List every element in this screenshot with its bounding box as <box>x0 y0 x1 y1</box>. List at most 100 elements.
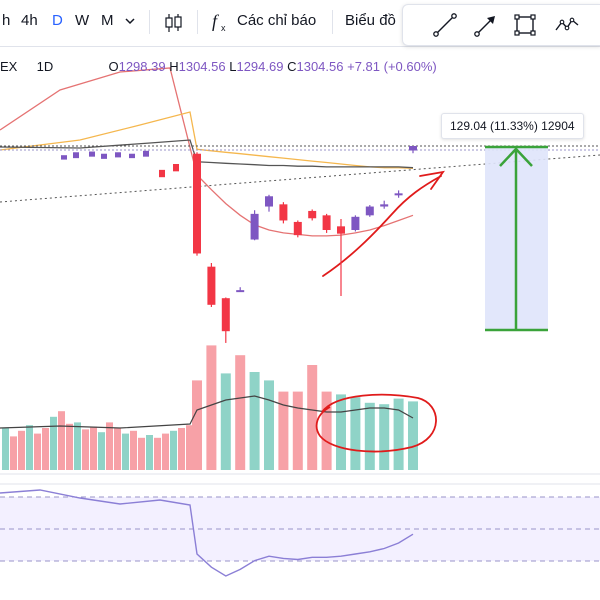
timeframe-1m[interactable]: M <box>101 12 114 29</box>
volume-bar <box>249 372 260 470</box>
candle-body <box>279 204 288 221</box>
timeframe-1w[interactable]: W <box>75 12 90 29</box>
fx-icon[interactable]: f x <box>210 10 232 38</box>
annotation-circle <box>315 393 437 453</box>
candle-context <box>129 153 135 159</box>
candle-body <box>265 196 273 207</box>
volume-bar-context <box>154 437 161 470</box>
wave-pattern-icon[interactable] <box>553 11 581 39</box>
oscillator-pane <box>0 489 600 577</box>
volume-bar <box>220 373 231 470</box>
candle-body <box>250 213 259 240</box>
svg-text:f: f <box>212 11 220 31</box>
change-value: +7.81 (+0.60%) <box>347 59 437 74</box>
close-label: C <box>287 59 297 74</box>
candle-body <box>236 290 245 293</box>
symbol-label: EX <box>0 59 18 74</box>
candle-body <box>409 145 417 151</box>
volume-bar-context <box>26 425 33 470</box>
volume-bar-context <box>162 433 169 470</box>
candle-context <box>101 153 107 159</box>
volume-bar <box>264 380 274 470</box>
interval-label: 1D <box>36 59 54 74</box>
volume-bar-context <box>170 430 177 470</box>
volume-bar-context <box>98 432 105 470</box>
toolbar-divider <box>197 10 198 34</box>
svg-text:x: x <box>221 23 226 33</box>
drawing-toolbar <box>402 4 600 46</box>
volume-bar <box>307 365 318 470</box>
indicators-button[interactable]: Các chỉ báo <box>237 12 317 29</box>
timeframe-4h[interactable]: 4h <box>21 12 38 29</box>
volume-bar-context <box>186 425 193 470</box>
candle-body <box>365 206 374 216</box>
volume-bar-context <box>2 428 9 470</box>
candle-context <box>115 152 121 158</box>
candle-body <box>337 226 345 234</box>
volume-bar-context <box>34 433 41 470</box>
rectangle-icon[interactable] <box>511 11 539 39</box>
volume-bar <box>235 355 246 470</box>
price-chart[interactable] <box>0 46 600 600</box>
annotation-arrowhead <box>419 170 445 190</box>
moving-averages <box>0 67 414 237</box>
candle-body <box>193 153 201 254</box>
high-value: 1304.56 <box>178 59 226 74</box>
volume-bar <box>278 391 289 470</box>
volume-bar <box>393 398 404 470</box>
candle-body <box>351 216 360 230</box>
volume-bar <box>192 380 202 470</box>
trend-line-icon[interactable] <box>431 11 459 39</box>
volume-bar <box>379 404 390 470</box>
volume-bar <box>364 402 375 470</box>
candle-context <box>159 169 165 178</box>
arrow-line-icon[interactable] <box>472 11 500 39</box>
volume-bar-context <box>58 411 65 470</box>
ohlc-legend: EX 1D O1298.39 H1304.56 L1294.69 C1304.5… <box>0 59 437 74</box>
volume-bar <box>321 391 332 470</box>
candle-body <box>380 204 389 207</box>
volume-bar-context <box>10 436 17 470</box>
candle-context <box>61 155 67 160</box>
volume-bar-context <box>42 428 49 470</box>
measure-arrow-head <box>499 147 533 167</box>
pane-separators <box>0 473 600 485</box>
volume-bar-context <box>178 428 185 470</box>
volume-bar <box>350 397 361 470</box>
candle-context <box>143 150 149 157</box>
volume-bar-context <box>106 422 113 470</box>
volume-bar-context <box>122 433 129 470</box>
volume-bar-context <box>146 435 153 470</box>
volume-bar <box>292 391 303 470</box>
chevron-down-icon[interactable] <box>124 14 136 31</box>
toolbar-divider <box>149 10 150 34</box>
low-label: L <box>229 59 237 74</box>
volume-bar-context <box>90 426 97 470</box>
ma-short-line <box>0 67 414 237</box>
ma-long-line <box>0 139 414 169</box>
volume-bar-context <box>74 422 81 470</box>
volume-bar-context <box>50 416 57 470</box>
low-value: 1294.69 <box>236 59 284 74</box>
candles <box>61 145 417 343</box>
candle-body <box>221 298 230 332</box>
volume-bar-context <box>82 429 89 470</box>
volume-bar-context <box>138 437 145 470</box>
candle-body <box>207 266 216 305</box>
timeframe-1d[interactable]: D <box>52 12 63 29</box>
candles-icon[interactable] <box>161 11 185 39</box>
volume-bar <box>408 401 418 470</box>
chart-layout-button[interactable]: Biểu đồ <box>345 12 396 29</box>
high-label: H <box>169 59 179 74</box>
measure-label: 129.04 (11.33%) 12904 <box>441 113 584 139</box>
volume-bar <box>206 345 217 470</box>
candle-context <box>89 151 95 157</box>
candle-context <box>73 152 79 159</box>
candle-body <box>308 210 317 219</box>
volume-bar-context <box>114 428 121 470</box>
open-value: 1298.39 <box>118 59 166 74</box>
timeframe-1h[interactable]: h <box>2 12 11 29</box>
volume-bars <box>0 345 418 470</box>
volume-bar-context <box>18 430 25 470</box>
candle-context <box>173 164 179 172</box>
